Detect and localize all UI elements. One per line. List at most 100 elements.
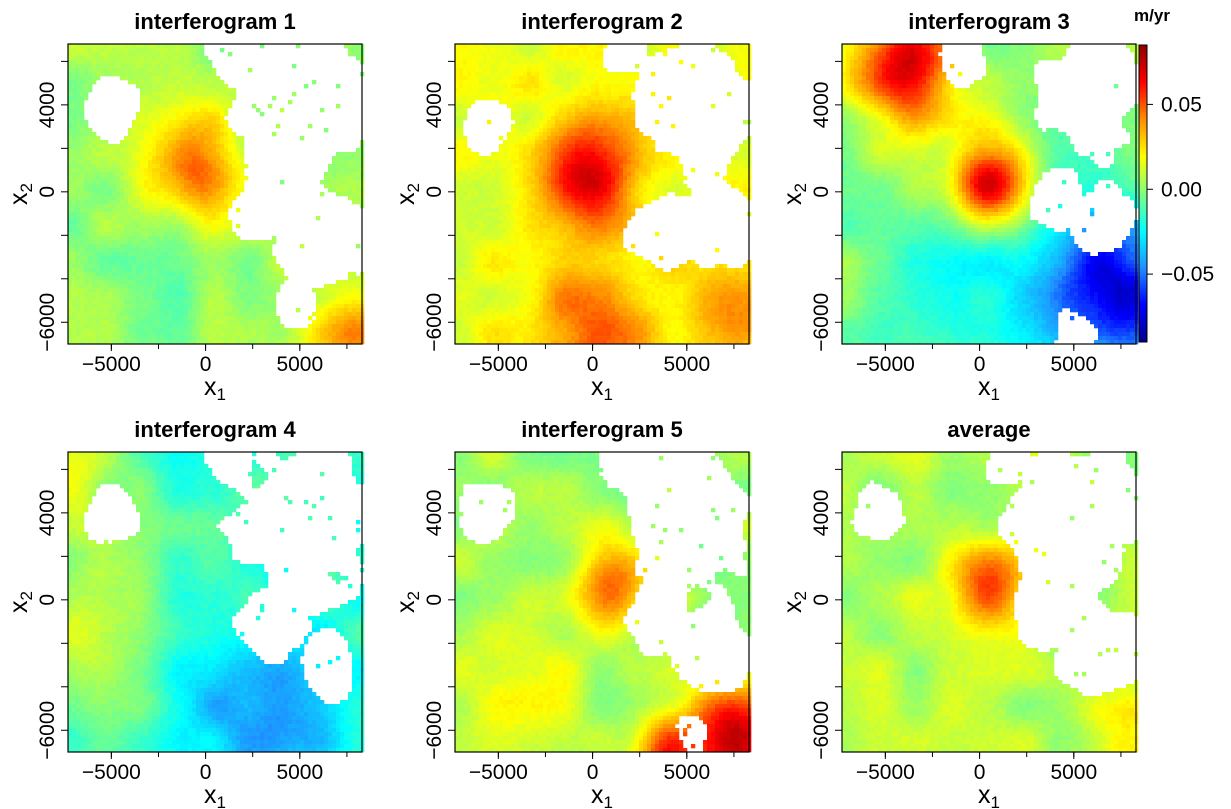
heatmap-cell (316, 328, 320, 332)
heatmap-cell (188, 192, 192, 196)
heatmap-cell (160, 204, 164, 208)
heatmap-cell (244, 244, 248, 248)
heatmap-cell (196, 144, 200, 148)
heatmap-cell (459, 92, 463, 96)
heatmap-cell (200, 152, 204, 156)
heatmap-cell (204, 64, 208, 68)
heatmap-cell (184, 156, 188, 160)
heatmap-cell (196, 188, 200, 192)
heatmap-cell (336, 292, 340, 296)
heatmap-cell (459, 184, 463, 188)
heatmap-cell (172, 124, 176, 128)
heatmap-cell (459, 76, 463, 80)
heatmap-cell (188, 228, 192, 232)
heatmap-cell (132, 308, 136, 312)
heatmap-cell (515, 224, 519, 228)
heatmap-cell (519, 256, 523, 260)
heatmap-cell (328, 300, 332, 304)
heatmap-cell (344, 156, 348, 160)
heatmap-cell (164, 56, 168, 60)
heatmap-cell (220, 100, 224, 104)
heatmap-cell (352, 168, 356, 172)
heatmap-cell (511, 44, 515, 48)
heatmap-cell (128, 260, 132, 264)
heatmap-cell (152, 308, 156, 312)
heatmap-cell (160, 148, 164, 152)
heatmap-cell (88, 140, 92, 144)
heatmap-cell (180, 272, 184, 276)
heatmap-cell (455, 296, 459, 300)
heatmap-cell (264, 332, 268, 336)
heatmap-cell (216, 88, 220, 92)
heatmap-cell (495, 172, 499, 176)
heatmap-cell (176, 48, 180, 52)
heatmap-cell (455, 192, 459, 196)
heatmap-cell (288, 332, 292, 336)
heatmap-cell (84, 236, 88, 240)
heatmap-cell (172, 232, 176, 236)
heatmap-cell (519, 332, 523, 336)
heatmap-cell (495, 68, 499, 72)
heatmap-cell (96, 44, 100, 48)
heatmap-cell (495, 212, 499, 216)
heatmap-cell (491, 312, 495, 316)
heatmap-cell (244, 292, 248, 296)
heatmap-cell (487, 216, 491, 220)
heatmap-cell (232, 168, 236, 172)
heatmap-cell (180, 52, 184, 56)
heatmap-cell (136, 192, 140, 196)
heatmap-cell (236, 144, 240, 148)
heatmap-cell (260, 264, 264, 268)
heatmap-cell (160, 240, 164, 244)
heatmap-cell (176, 224, 180, 228)
heatmap-cell (216, 260, 220, 264)
heatmap-cell (188, 244, 192, 248)
heatmap-cell (128, 308, 132, 312)
heatmap-cell (495, 328, 499, 332)
heatmap-cell (224, 176, 228, 180)
heatmap-cell (112, 156, 116, 160)
heatmap-cell (260, 284, 264, 288)
heatmap-cell (144, 212, 148, 216)
heatmap-cell (192, 168, 196, 172)
heatmap-cell (523, 216, 527, 220)
heatmap-cell (68, 260, 72, 264)
heatmap-cell (475, 212, 479, 216)
heatmap-cell (515, 68, 519, 72)
heatmap-cell (228, 184, 232, 188)
heatmap-cell (140, 212, 144, 216)
heatmap-cell (200, 48, 204, 52)
heatmap-cell (68, 252, 72, 256)
heatmap-cell (116, 200, 120, 204)
heatmap-cell (68, 148, 72, 152)
heatmap-cell (240, 252, 244, 256)
heatmap-cell (212, 324, 216, 328)
heatmap-cell (152, 140, 156, 144)
heatmap-cell (196, 132, 200, 136)
heatmap-cell (208, 84, 212, 88)
heatmap-cell (112, 260, 116, 264)
heatmap-cell (507, 280, 511, 284)
heatmap-cell (192, 204, 196, 208)
heatmap-cell (112, 212, 116, 216)
heatmap-cell (487, 60, 491, 64)
heatmap-cell (132, 248, 136, 252)
heatmap-cell (240, 156, 244, 160)
heatmap-cell (208, 136, 212, 140)
heatmap-cell (192, 316, 196, 320)
heatmap-cell (216, 332, 220, 336)
heatmap-cell (188, 276, 192, 280)
heatmap-cell (483, 180, 487, 184)
heatmap-cell (112, 68, 116, 72)
heatmap-cell (168, 164, 172, 168)
heatmap-cell (156, 192, 160, 196)
heatmap-cell (96, 284, 100, 288)
heatmap-cell (236, 184, 240, 188)
heatmap-cell (136, 268, 140, 272)
heatmap-cell (196, 272, 200, 276)
heatmap-cell (152, 256, 156, 260)
heatmap-cell (200, 148, 204, 152)
heatmap-cell (172, 260, 176, 264)
heatmap-cell (168, 212, 172, 216)
heatmap-cell (168, 140, 172, 144)
